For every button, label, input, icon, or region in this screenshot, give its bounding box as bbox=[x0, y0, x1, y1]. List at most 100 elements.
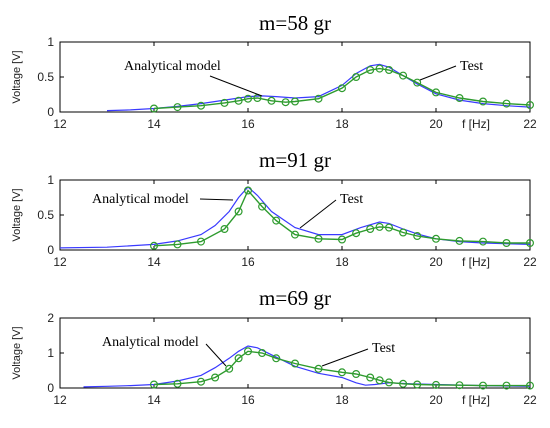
model-series-line bbox=[59, 186, 531, 249]
test-data-point bbox=[455, 381, 464, 390]
annotation-test: Test bbox=[340, 192, 363, 207]
test-data-point bbox=[220, 98, 229, 107]
annotation-leader-test bbox=[321, 348, 369, 367]
test-data-point bbox=[375, 64, 384, 73]
x-tick-label: 14 bbox=[147, 117, 161, 131]
test-data-point bbox=[225, 364, 234, 373]
test-data-point bbox=[525, 100, 534, 109]
test-data-point bbox=[432, 88, 441, 97]
test-data-point bbox=[502, 239, 511, 248]
test-data-point bbox=[150, 380, 159, 389]
annotation-leader-model bbox=[205, 343, 227, 367]
test-data-point bbox=[211, 373, 220, 382]
test-data-point bbox=[314, 364, 323, 373]
annotation-leader-test bbox=[299, 199, 337, 229]
chart-title: m=91 gr bbox=[259, 148, 331, 172]
x-tick-label: 20 bbox=[429, 117, 443, 131]
y-axis-label: Voltage [V] bbox=[11, 326, 23, 379]
test-data-point bbox=[338, 84, 347, 93]
test-data-point bbox=[366, 373, 375, 382]
x-tick-label: 20 bbox=[429, 393, 443, 407]
test-data-point bbox=[375, 222, 384, 231]
test-data-point bbox=[272, 354, 281, 363]
test-data-point bbox=[352, 72, 361, 81]
annotation-leader-model bbox=[199, 198, 234, 201]
annotation-test: Test bbox=[460, 59, 483, 74]
test-data-point bbox=[291, 230, 300, 239]
y-tick-label: 0 bbox=[47, 381, 54, 395]
test-data-point bbox=[525, 381, 534, 390]
test-data-point bbox=[338, 235, 347, 244]
test-data-point bbox=[385, 223, 394, 232]
test-data-point bbox=[197, 237, 206, 246]
x-axis-label: f [Hz] bbox=[462, 117, 490, 131]
chart-title: m=58 gr bbox=[259, 11, 331, 35]
test-data-point bbox=[399, 228, 408, 237]
test-data-point bbox=[413, 78, 422, 87]
test-series-line bbox=[153, 189, 530, 247]
test-data-point bbox=[525, 239, 534, 248]
y-tick-label: 2 bbox=[47, 311, 54, 325]
y-tick-label: 0 bbox=[47, 243, 54, 257]
test-data-point bbox=[150, 104, 159, 113]
test-data-point bbox=[502, 381, 511, 390]
test-data-point bbox=[314, 94, 323, 103]
test-data-point bbox=[455, 93, 464, 102]
x-tick-label: 12 bbox=[53, 393, 67, 407]
test-data-point bbox=[244, 186, 253, 195]
x-tick-label: 14 bbox=[147, 393, 161, 407]
test-data-point bbox=[432, 234, 441, 243]
test-data-point bbox=[385, 378, 394, 387]
x-tick-label: 22 bbox=[523, 117, 537, 131]
test-data-point bbox=[479, 97, 488, 106]
model-series-line bbox=[106, 63, 531, 112]
test-data-point bbox=[234, 354, 243, 363]
test-data-point bbox=[197, 377, 206, 386]
x-tick-label: 18 bbox=[335, 393, 349, 407]
test-data-point bbox=[197, 101, 206, 110]
test-series-line bbox=[153, 350, 530, 387]
y-tick-label: 0 bbox=[47, 105, 54, 119]
test-data-point bbox=[234, 96, 243, 105]
test-data-point bbox=[244, 94, 253, 103]
test-data-point bbox=[220, 225, 229, 234]
test-series-line bbox=[153, 67, 531, 110]
x-tick-label: 14 bbox=[147, 255, 161, 269]
plot-frame bbox=[59, 179, 531, 251]
annotation-leader-test bbox=[419, 65, 457, 81]
x-tick-label: 16 bbox=[241, 117, 255, 131]
test-data-point bbox=[291, 97, 300, 106]
annotation-analytical-model: Analytical model bbox=[102, 335, 199, 350]
test-data-point bbox=[399, 379, 408, 388]
test-data-point bbox=[281, 98, 290, 107]
test-data-point bbox=[150, 241, 159, 250]
chart-panel-1: m=58 gr 12 14 16 18 20 22 0 0.5 1 Voltage [V] f [Hz… bbox=[11, 11, 537, 131]
x-tick-label: 12 bbox=[53, 117, 67, 131]
annotation-analytical-model: Analytical model bbox=[92, 192, 189, 207]
annotation-analytical-model: Analytical model bbox=[124, 59, 221, 74]
test-data-point bbox=[258, 349, 267, 358]
x-tick-label: 22 bbox=[523, 393, 537, 407]
test-data-point bbox=[479, 381, 488, 390]
x-tick-label: 16 bbox=[241, 255, 255, 269]
test-data-point bbox=[291, 359, 300, 368]
test-data-point bbox=[413, 232, 422, 241]
test-data-point bbox=[314, 234, 323, 243]
test-data-point bbox=[267, 96, 276, 105]
test-data-point bbox=[479, 237, 488, 246]
plot-frame bbox=[59, 317, 531, 389]
annotation-leader-model bbox=[209, 75, 263, 97]
test-data-point bbox=[366, 65, 375, 74]
x-axis-label: f [Hz] bbox=[462, 393, 490, 407]
y-tick-label: 0.5 bbox=[37, 208, 54, 222]
y-tick-label: 0.5 bbox=[37, 70, 54, 84]
x-tick-label: 22 bbox=[523, 255, 537, 269]
y-tick-label: 1 bbox=[47, 35, 54, 49]
chart-panel-2: m=91 gr 12 14 16 18 20 22 0 0.5 1 Voltage [V] f [Hz… bbox=[11, 148, 537, 269]
test-data-point bbox=[352, 229, 361, 238]
x-tick-label: 18 bbox=[335, 117, 349, 131]
test-data-point bbox=[173, 379, 182, 388]
test-data-point bbox=[173, 103, 182, 112]
y-tick-label: 1 bbox=[47, 346, 54, 360]
